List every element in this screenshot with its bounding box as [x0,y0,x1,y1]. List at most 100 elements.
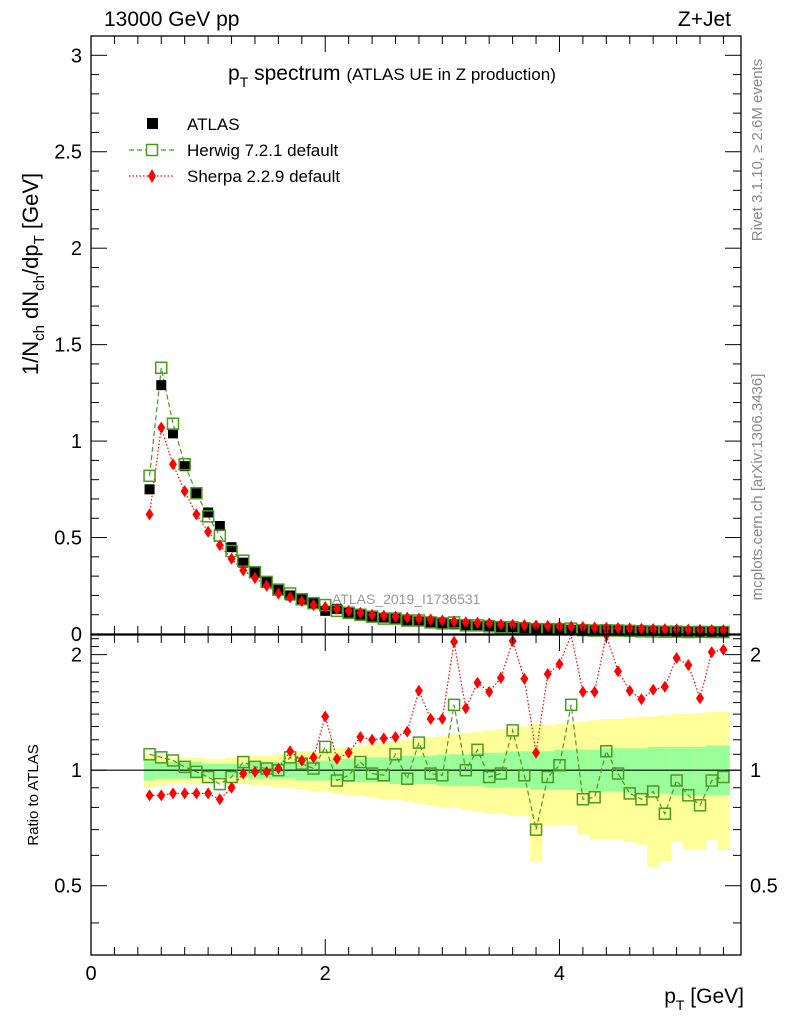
atlas-point-0 [144,484,155,495]
top-panel-frame [90,35,742,635]
sherpa-ratio-point-5 [204,787,213,800]
y-tick-label-top: 2 [71,238,82,260]
y-tick-label-ratio: 0.5 [54,876,82,898]
sherpa-point-20 [379,609,388,622]
herwig-ratio-point-38 [588,791,601,804]
herwig-ratio-point-23 [412,736,426,749]
sherpa-point-4 [192,508,201,521]
herwig-ratio-point-15 [318,740,332,754]
herwig-ratio-point-42 [635,792,648,806]
band-outer-bin-33 [530,723,543,861]
y-tick-label-ratio-right: 0.5 [750,876,778,898]
atlas-point-6 [214,520,225,531]
band-inner-bin-45 [670,746,683,796]
sherpa-point-33 [532,619,541,632]
sherpa-ratio-point-27 [461,702,470,715]
sherpa-point-44 [660,623,669,636]
sherpa-ratio-point-11 [274,762,283,775]
herwig-point-3 [178,457,191,471]
herwig-point-2 [166,417,180,430]
y-tick-label-ratio-right: 2 [750,645,761,667]
sherpa-ratio-point-38 [590,685,599,698]
watermark: ATLAS_2019_I1736531 [332,591,481,607]
sherpa-point-34 [543,619,552,632]
band-inner-bin-46 [682,746,695,796]
herwig-ratio-point-20 [377,769,391,782]
sherpa-point-0 [145,508,154,521]
ylabel-part-3: /dp [18,244,43,275]
herwig-ratio-point-45 [670,774,683,787]
sherpa-ratio-point-2 [168,787,177,800]
herwig-ratio-point-43 [646,785,660,798]
band-inner-bin-47 [694,746,707,796]
sherpa-point-7 [227,552,236,565]
title-extra: (ATLAS UE in Z production) [346,65,555,84]
band-inner-bin-28 [471,752,484,786]
legend-sherpa-label: Sherpa 2.2.9 default [187,167,340,186]
sherpa-ratio-point-49 [719,643,728,656]
herwig-ratio-point-32 [518,769,531,782]
xlabel-main: p [664,985,676,1008]
herwig-ratio-point-25 [436,769,449,782]
herwig-ratio-point-46 [682,789,695,802]
sherpa-ratio-point-9 [250,765,259,778]
sherpa-point-32 [520,619,529,632]
sherpa-ratio-point-48 [707,646,716,659]
sherpa-point-11 [274,587,283,600]
sherpa-point-3 [180,485,189,498]
herwig-ratio-point-47 [693,799,707,812]
herwig-ratio-point-28 [471,743,484,757]
y-tick-label-ratio: 1 [71,760,82,782]
sherpa-ratio-point-30 [496,671,505,684]
herwig-ratio-point-6 [213,777,227,791]
sherpa-point-46 [684,623,693,636]
atlas-point-8 [238,557,249,568]
sherpa-point-48 [707,623,716,636]
herwig-ratio-point-40 [611,767,625,780]
y-axis-label-ratio: Ratio to ATLAS [25,744,42,845]
band-inner-bin-41 [623,748,637,794]
atlas-point-1 [156,380,167,391]
sherpa-point-26 [450,615,459,628]
sherpa-point-29 [485,617,494,630]
plot-title: pT spectrum (ATLAS UE in Z production) [228,62,556,90]
sherpa-point-17 [344,604,353,617]
legend-atlas: ATLAS [147,115,240,134]
sherpa-ratio-point-0 [145,789,154,802]
sherpa-ratio-point-32 [520,672,529,685]
herwig-ratio-point-17 [342,769,355,782]
sherpa-point-25 [438,614,447,627]
axis-ticks: 0 2 400.511.522.530.5 0.51 12 2 [54,35,778,985]
sherpa-point-27 [461,616,470,629]
legend: ATLAS Herwig 7.2.1 default Sherpa 2.2.9 … [129,115,340,186]
sherpa-point-18 [356,606,365,619]
legend-herwig: Herwig 7.2.1 default [129,141,338,160]
sherpa-ratio-point-34 [543,668,552,681]
y-tick-label-top: 2.5 [54,142,82,164]
atlas-point-3 [179,461,190,472]
ylabel-part-2: dN [18,291,43,325]
herwig-point-4 [190,486,203,500]
sherpa-point-2 [168,458,177,471]
y-tick-label-top: 0 [71,624,82,646]
sherpa-ratio-point-3 [180,787,189,800]
sherpa-ratio-point-10 [262,765,271,778]
atlas-point-7 [226,542,237,553]
legend-atlas-marker [147,118,158,129]
herwig-point-5 [201,510,215,523]
atlas-point-2 [167,428,178,439]
sherpa-point-28 [473,616,482,629]
sherpa-point-10 [262,579,271,592]
herwig-ratio-point-33 [529,823,543,836]
sherpa-ratio-point-33 [532,746,541,759]
sherpa-ratio-point-35 [555,658,564,671]
y-tick-label-ratio-right: 1 [750,760,761,782]
sherpa-ratio-point-6 [215,793,224,806]
herwig-ratio-point-35 [553,759,566,772]
herwig-ratio-point-44 [658,807,672,821]
ylabel-part-1: 1/N [18,341,43,375]
y-tick-label-top: 3 [71,45,82,67]
y-axis-label-top: 1/Nch dNch/dpT [GeV] [18,173,48,375]
x-tick-label: 2 [320,963,331,985]
sherpa-ratio-point-13 [297,754,306,767]
